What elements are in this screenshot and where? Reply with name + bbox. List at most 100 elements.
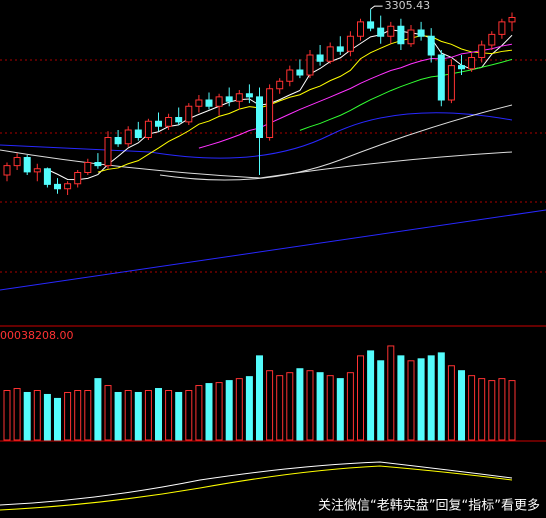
candle-body	[84, 162, 92, 173]
volume-bar	[306, 370, 314, 441]
volume-bar	[144, 390, 152, 441]
candle-body	[165, 117, 173, 127]
candle-body	[377, 27, 385, 37]
moving-average	[299, 58, 513, 131]
long-average	[149, 112, 513, 159]
candle-body	[104, 137, 112, 167]
volume-bar	[3, 390, 11, 441]
candle-body	[124, 129, 132, 145]
candle-body	[316, 54, 324, 62]
candle-body	[367, 21, 375, 29]
volume-bar	[23, 391, 31, 441]
candle-body	[205, 99, 213, 107]
volume-bar	[225, 380, 233, 441]
candle-body	[74, 172, 82, 185]
volume-bar	[276, 375, 284, 441]
candle-body	[144, 120, 152, 138]
candle-body	[437, 54, 445, 101]
candle-body	[498, 21, 506, 35]
candle-body	[488, 33, 496, 46]
candle-body	[114, 137, 122, 145]
volume-bar	[185, 390, 193, 441]
volume-bar	[377, 360, 385, 441]
candle-body	[134, 129, 142, 138]
candle-body	[478, 44, 486, 58]
candle-body	[185, 105, 193, 123]
volume-bar	[54, 397, 61, 441]
candle-body	[43, 168, 51, 185]
candle-body	[427, 35, 435, 56]
volume-bar	[336, 378, 344, 441]
candle-body	[33, 168, 41, 173]
volume-bar	[165, 390, 173, 441]
candle-body	[235, 93, 243, 102]
volume-bar	[64, 391, 72, 441]
volume-bar	[437, 352, 445, 441]
annotation-arrow	[370, 5, 383, 10]
candle-body	[23, 157, 31, 173]
volume-bar	[235, 378, 243, 441]
volume-bar	[104, 385, 112, 441]
volume-label: 00038208.00	[0, 329, 73, 342]
candle-body	[225, 96, 233, 102]
high-annotation: 3305.43	[385, 0, 431, 12]
candle-body	[215, 96, 223, 107]
volume-bar	[397, 355, 405, 441]
volume-bar	[256, 355, 263, 441]
volume-bar	[114, 391, 122, 441]
candle-body	[458, 65, 465, 70]
volume-bar	[346, 372, 354, 441]
candle-body	[64, 183, 72, 190]
candle-body	[447, 65, 455, 101]
candle-body	[296, 69, 304, 76]
candle-body	[387, 25, 395, 37]
volume-bar	[205, 383, 213, 441]
volume-bar	[387, 345, 395, 441]
candle-body	[94, 162, 102, 167]
candle-body	[336, 46, 344, 52]
candle-body	[276, 80, 284, 90]
volume-bar	[195, 385, 203, 441]
candle-body	[256, 96, 263, 138]
volume-bar	[13, 388, 21, 441]
volume-bar	[458, 370, 465, 441]
volume-bar	[43, 393, 51, 441]
candle-body	[417, 29, 425, 37]
volume-bar	[94, 378, 102, 441]
macd-line	[0, 465, 513, 511]
volume-bar	[124, 390, 132, 441]
volume-bar	[215, 382, 223, 441]
volume-bar	[155, 388, 162, 441]
candle-body	[286, 69, 294, 82]
volume-bar	[508, 380, 516, 441]
candle-body	[407, 29, 415, 45]
volume-bar	[417, 358, 425, 441]
candle-body	[266, 88, 274, 138]
candle-body	[468, 57, 476, 70]
candle-body	[245, 93, 253, 98]
volume-bar	[316, 372, 324, 441]
volume-bar	[296, 368, 304, 441]
candle-body	[155, 120, 162, 127]
candle-body	[175, 117, 183, 123]
volume-bar	[447, 365, 455, 441]
volume-bar	[175, 391, 183, 441]
volume-bar	[357, 355, 364, 441]
candle-body	[3, 165, 11, 176]
volume-bar	[488, 380, 496, 441]
volume-bar	[134, 391, 142, 441]
moving-average	[97, 35, 513, 173]
volume-bar	[33, 390, 41, 441]
candle-body	[13, 157, 21, 167]
volume-bar	[468, 375, 476, 441]
candle-body	[306, 54, 314, 76]
volume-bar	[266, 370, 274, 441]
watermark: 关注微信“老韩实盘”回复“指标”看更多	[318, 498, 540, 514]
candle-body	[397, 25, 405, 45]
volume-bar	[84, 390, 92, 441]
candle-body	[326, 46, 334, 62]
volume-bar	[427, 355, 435, 441]
volume-bar	[498, 378, 506, 441]
